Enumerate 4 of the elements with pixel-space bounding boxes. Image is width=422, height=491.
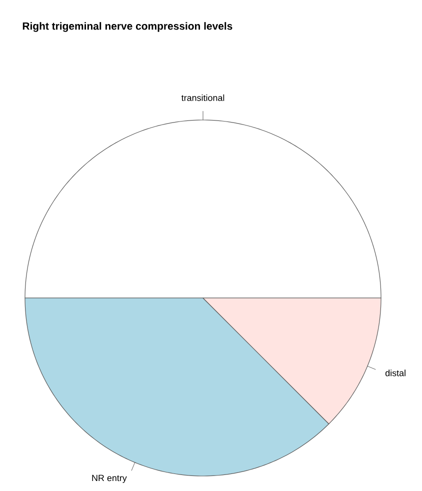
slice-label: transitional	[181, 94, 224, 102]
slice-label: distal	[385, 370, 406, 376]
chart-title: Right trigeminal nerve compression levels	[22, 22, 232, 32]
slice-label: NR entry	[92, 474, 127, 483]
